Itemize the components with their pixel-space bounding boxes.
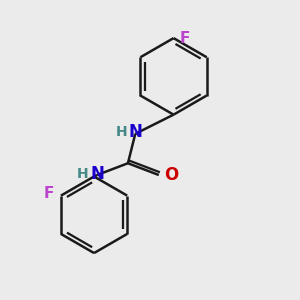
Text: F: F xyxy=(180,31,190,46)
Text: F: F xyxy=(44,186,54,201)
Text: H: H xyxy=(77,167,89,181)
Text: N: N xyxy=(128,123,142,141)
Text: O: O xyxy=(164,166,178,184)
Text: N: N xyxy=(90,165,104,183)
Text: H: H xyxy=(116,125,127,139)
